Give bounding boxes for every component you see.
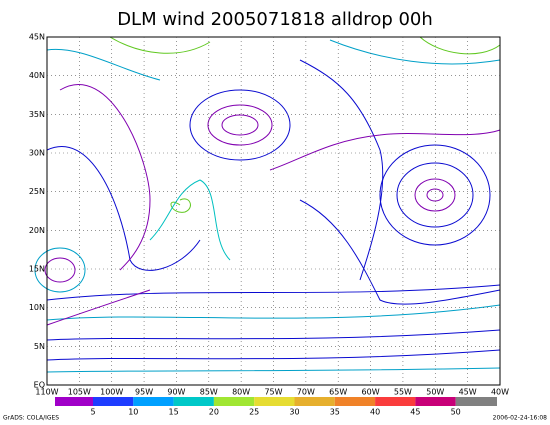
lon-label: 50W xyxy=(426,388,444,397)
lon-label: 100W xyxy=(100,388,123,397)
lon-label: 90W xyxy=(167,388,185,397)
colorbar-swatch xyxy=(133,397,174,406)
lat-label: 40N xyxy=(29,71,45,80)
lat-label: 30N xyxy=(29,149,45,158)
colorbar-label: 35 xyxy=(330,408,340,417)
lon-label: 80W xyxy=(232,388,250,397)
footer-left: GrADS: COLA/IGES xyxy=(3,415,59,422)
colorbar: 5 10 15 20 25 30 35 40 45 50 xyxy=(55,397,497,417)
lat-label: 10N xyxy=(29,303,45,312)
colorbar-swatch xyxy=(375,397,416,406)
lat-label: 20N xyxy=(29,226,45,235)
colorbar-label: 20 xyxy=(209,408,219,417)
lon-label: 45W xyxy=(459,388,477,397)
colorbar-label: 25 xyxy=(249,408,259,417)
lat-label: EQ xyxy=(34,381,45,390)
lat-label: 25N xyxy=(29,187,45,196)
lat-label: 35N xyxy=(29,110,45,119)
lon-label: 65W xyxy=(329,388,347,397)
colorbar-label: 5 xyxy=(90,408,95,417)
colorbar-label: 10 xyxy=(128,408,138,417)
lat-label: 15N xyxy=(29,265,45,274)
streamlines xyxy=(34,36,501,373)
colorbar-swatch xyxy=(455,397,497,406)
footer-right: 2006-02-24-16:08 xyxy=(493,415,548,422)
colorbar-swatch xyxy=(213,397,255,406)
colorbar-swatch xyxy=(294,397,335,406)
lon-label: 110W xyxy=(35,388,58,397)
lon-label: 55W xyxy=(394,388,412,397)
colorbar-label: 50 xyxy=(451,408,461,417)
title: DLM wind 2005071818 alldrop 00h xyxy=(117,9,433,30)
colorbar-swatch xyxy=(173,397,214,406)
colorbar-swatch xyxy=(334,397,376,406)
lon-label: 70W xyxy=(297,388,315,397)
colorbar-swatch xyxy=(93,397,134,406)
lat-label: 45N xyxy=(29,33,45,42)
lon-label: 40W xyxy=(491,388,509,397)
colorbar-label: 15 xyxy=(169,408,179,417)
colorbar-label: 30 xyxy=(289,408,299,417)
lat-label: 5N xyxy=(34,342,45,351)
lon-label: 75W xyxy=(264,388,282,397)
lon-label: 60W xyxy=(362,388,380,397)
colorbar-label: 45 xyxy=(410,408,420,417)
colorbar-swatch xyxy=(415,397,456,406)
colorbar-swatch xyxy=(55,397,93,406)
lon-label: 85W xyxy=(200,388,218,397)
map-axes: EQ 5N 10N 15N 20N 25N 30N 35N 40N 45N 110W 105W 100W… xyxy=(29,33,509,397)
colorbar-swatch xyxy=(254,397,295,406)
colorbar-label: 40 xyxy=(370,408,380,417)
lon-label: 95W xyxy=(135,388,153,397)
lon-label: 105W xyxy=(68,388,91,397)
